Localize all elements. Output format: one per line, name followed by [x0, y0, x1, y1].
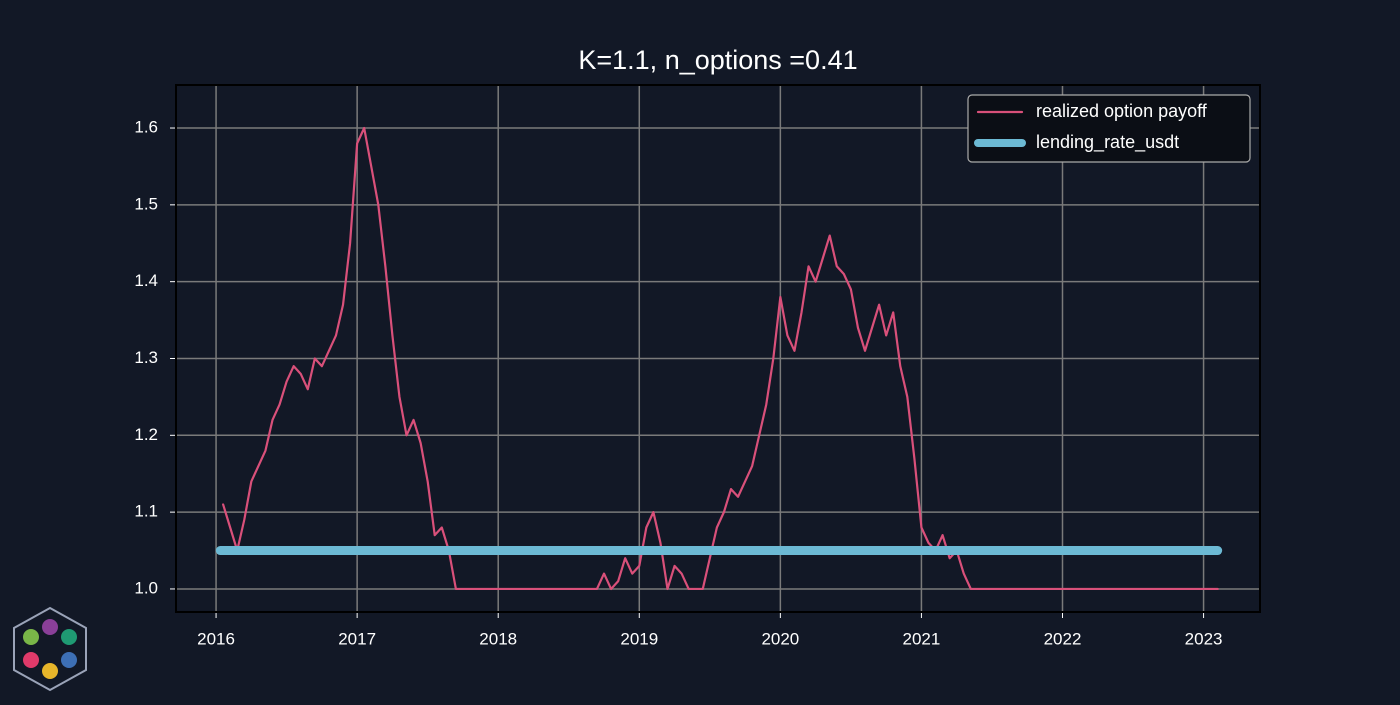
series-line	[222, 126, 1219, 591]
x-tick-label: 2019	[620, 629, 658, 648]
x-tick-label: 2023	[1185, 629, 1223, 648]
x-tick-label: 2020	[761, 629, 799, 648]
x-tick-label: 2018	[479, 629, 517, 648]
x-tick-label: 2022	[1044, 629, 1082, 648]
x-tick-label: 2016	[197, 629, 235, 648]
y-tick-label: 1.2	[134, 425, 158, 444]
x-tick-label: 2017	[338, 629, 376, 648]
chart-title: K=1.1, n_options =0.41	[578, 45, 857, 75]
y-tick-label: 1.5	[134, 194, 158, 213]
y-tick-label: 1.0	[134, 578, 158, 597]
plot-area	[176, 85, 1260, 612]
logo	[13, 606, 87, 692]
x-tick-label: 2021	[903, 629, 941, 648]
plot-frame	[175, 84, 1261, 613]
legend-box	[967, 94, 1251, 163]
y-tick-label: 1.1	[134, 502, 158, 521]
legend-label: realized option payoff	[1036, 101, 1208, 121]
y-tick-label: 1.6	[134, 118, 158, 137]
y-tick-label: 1.3	[134, 348, 158, 367]
y-tick-label: 1.4	[134, 271, 158, 290]
legend-label: lending_rate_usdt	[1036, 132, 1179, 153]
